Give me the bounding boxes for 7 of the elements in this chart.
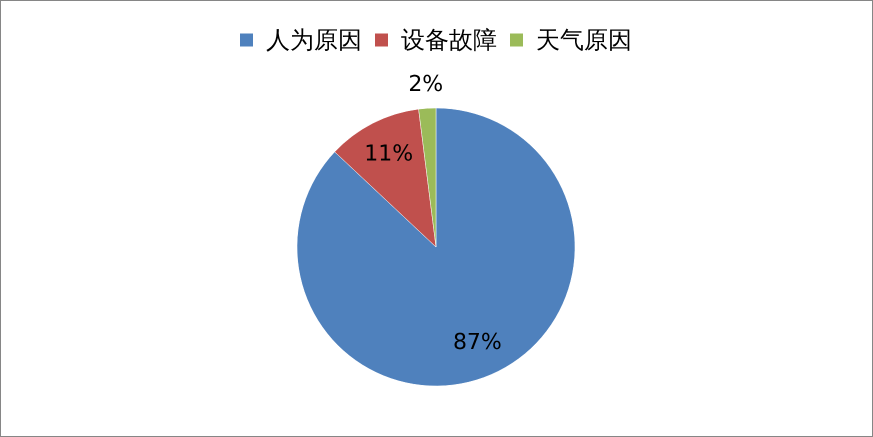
legend-label: 天气原因 <box>536 26 632 54</box>
legend-label: 设备故障 <box>401 26 497 54</box>
data-label: 11% <box>364 142 414 167</box>
pie-slice <box>296 108 576 386</box>
legend-label: 人为原因 <box>266 26 362 54</box>
data-label: 87% <box>452 330 502 356</box>
data-label: 2% <box>408 72 444 97</box>
